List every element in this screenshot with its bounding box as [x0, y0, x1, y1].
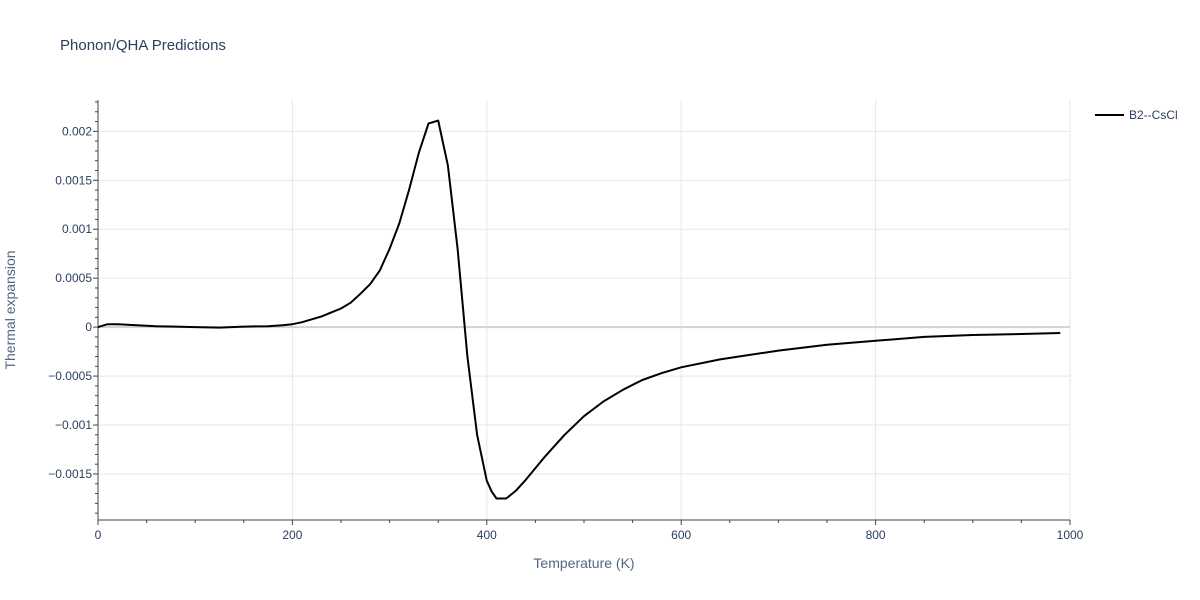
- y-tick-label: −0.0015: [48, 467, 92, 481]
- grid: [98, 100, 1071, 520]
- y-tick-label: −0.001: [55, 418, 92, 432]
- axes: [97, 100, 1070, 521]
- y-axis-title: Thermal expansion: [2, 250, 18, 369]
- x-tick-label: 600: [671, 528, 691, 542]
- y-tick-label: 0.001: [62, 222, 92, 236]
- ticks: 0 200 400 600 800 1000 0.002 0.0015 0.001 0.0005 0…: [48, 101, 1084, 542]
- x-tick-label: 1000: [1057, 528, 1084, 542]
- x-tick-label: 800: [866, 528, 886, 542]
- y-tick-label: 0: [85, 320, 92, 334]
- legend[interactable]: B2--CsCl: [1095, 108, 1178, 122]
- legend-label: B2--CsCl: [1129, 108, 1178, 122]
- y-tick-label: 0.0015: [55, 173, 92, 187]
- x-tick-label: 400: [477, 528, 497, 542]
- y-tick-label: −0.0005: [48, 369, 92, 383]
- series-line: [97, 119, 1061, 500]
- chart-title: Phonon/QHA Predictions: [60, 37, 226, 54]
- x-axis-title: Temperature (K): [533, 555, 634, 571]
- x-tick-label: 0: [95, 528, 102, 542]
- y-tick-label: 0.002: [62, 124, 92, 138]
- y-tick-label: 0.0005: [55, 271, 92, 285]
- x-tick-label: 200: [282, 528, 302, 542]
- series-layer: [97, 119, 1061, 500]
